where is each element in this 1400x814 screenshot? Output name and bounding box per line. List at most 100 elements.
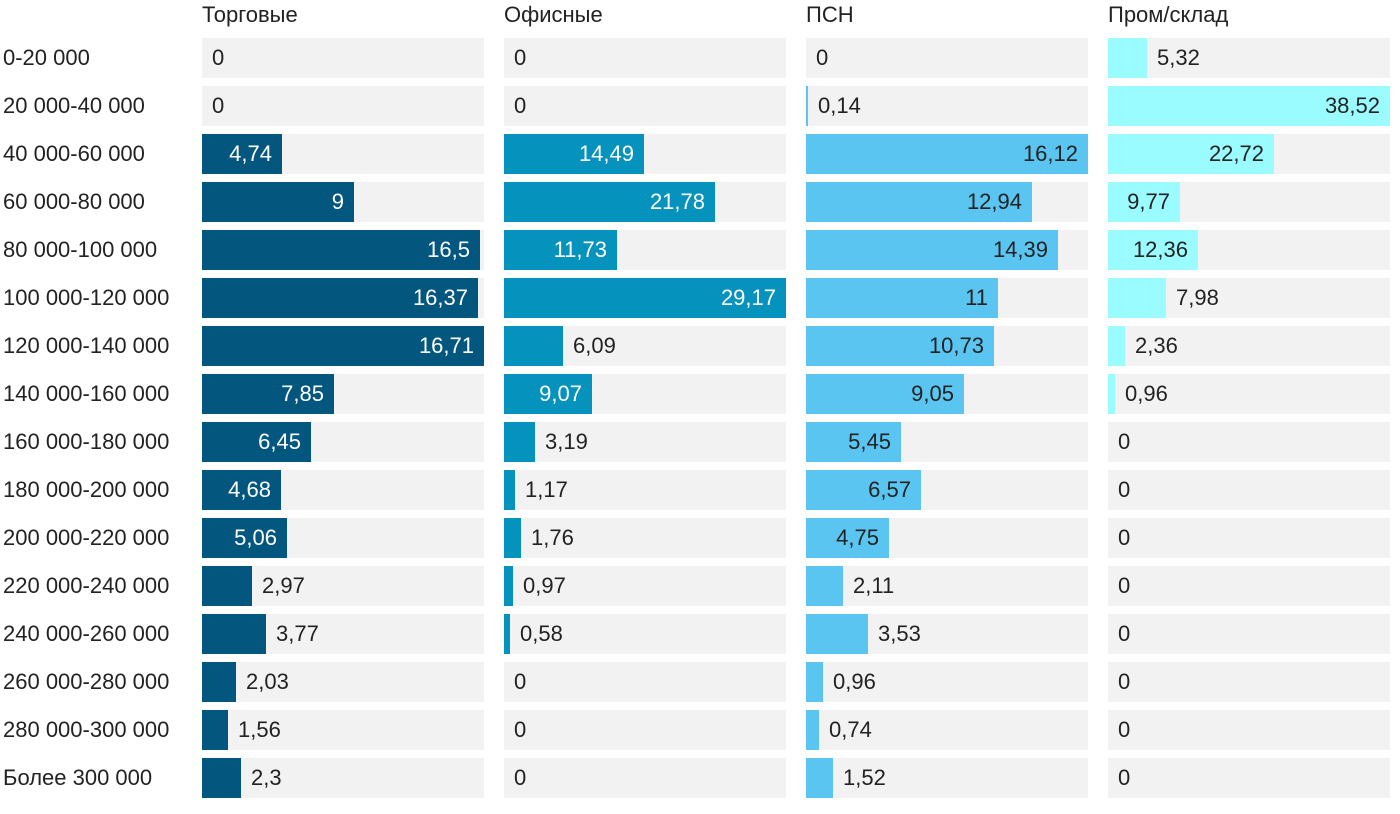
bar-track: 0 — [1108, 470, 1390, 510]
bar-track: 7,98 — [1108, 278, 1390, 318]
category-label: 220 000-240 000 — [3, 573, 170, 598]
bar — [202, 566, 252, 606]
value-label: 0,96 — [1125, 381, 1168, 406]
value-label: 11,73 — [553, 237, 607, 262]
value-label: 0 — [212, 93, 225, 118]
bar-track: 7,85 — [202, 374, 484, 414]
category-label: 280 000-300 000 — [3, 717, 170, 742]
bar — [806, 470, 921, 510]
value-label: 6,09 — [573, 333, 616, 358]
value-label: 38,52 — [1324, 93, 1380, 118]
category-label: 260 000-280 000 — [3, 669, 170, 694]
value-label: 12,36 — [1132, 237, 1188, 262]
value-label: 3,53 — [878, 621, 921, 646]
bar-track: 1,17 — [504, 470, 786, 510]
bar-track: 1,76 — [504, 518, 786, 558]
bar-track: 0 — [504, 86, 786, 126]
bar — [806, 710, 819, 750]
value-label: 0,14 — [818, 93, 861, 118]
bar — [806, 614, 868, 654]
bar — [806, 86, 808, 126]
bar — [1108, 230, 1198, 270]
category-label: 80 000-100 000 — [3, 237, 158, 262]
value-label: 14,39 — [992, 237, 1048, 262]
bar-track: 0 — [1108, 614, 1390, 654]
series-title: ПСН — [806, 2, 854, 27]
value-label: 0 — [514, 93, 527, 118]
bar-track: 10,73 — [806, 326, 1088, 366]
bar-track: 22,72 — [1108, 134, 1390, 174]
value-label: 11 — [965, 285, 988, 310]
bar — [504, 278, 786, 318]
value-label: 0 — [212, 45, 225, 70]
bar-track: 0,74 — [806, 710, 1088, 750]
category-label: 200 000-220 000 — [3, 525, 170, 550]
bar — [504, 326, 563, 366]
bar-track: 5,45 — [806, 422, 1088, 462]
bar-track: 14,39 — [806, 230, 1088, 270]
bar — [504, 470, 515, 510]
value-label: 6,45 — [258, 429, 301, 454]
value-label: 0 — [1118, 477, 1131, 502]
bar-track: 0 — [504, 710, 786, 750]
value-label: 1,52 — [843, 765, 886, 790]
bar-track: 5,32 — [1108, 38, 1390, 78]
value-label: 2,3 — [251, 765, 282, 790]
category-label: 40 000-60 000 — [3, 141, 145, 166]
bar-track: 0,14 — [806, 86, 1088, 126]
bar-track: 9,05 — [806, 374, 1088, 414]
bar-track: 16,5 — [202, 230, 484, 270]
bar-track: 29,17 — [504, 278, 786, 318]
bar — [202, 470, 281, 510]
value-label: 0 — [514, 669, 527, 694]
value-label: 0 — [1118, 621, 1131, 646]
value-label: 0 — [1118, 765, 1131, 790]
category-label: 100 000-120 000 — [3, 285, 170, 310]
bar-track: 4,74 — [202, 134, 484, 174]
bar-track: 0 — [1108, 566, 1390, 606]
value-label: 12,94 — [966, 189, 1022, 214]
bar-track: 16,12 — [806, 134, 1088, 174]
value-label: 14,49 — [578, 141, 634, 166]
bar-track: 0,97 — [504, 566, 786, 606]
category-label: 240 000-260 000 — [3, 621, 170, 646]
value-label: 0 — [1118, 573, 1131, 598]
bar — [202, 614, 266, 654]
bar-track: 0 — [504, 38, 786, 78]
category-label: 20 000-40 000 — [3, 93, 145, 118]
bar-track: 6,45 — [202, 422, 484, 462]
bar — [806, 566, 843, 606]
bar-track: 16,71 — [202, 326, 484, 366]
value-label: 1,76 — [531, 525, 574, 550]
value-label: 22,72 — [1208, 141, 1264, 166]
bar — [1108, 86, 1390, 126]
value-label: 0,96 — [833, 669, 876, 694]
bar-track: 12,94 — [806, 182, 1088, 222]
bar-track: 0,58 — [504, 614, 786, 654]
bar-track: 38,52 — [1108, 86, 1390, 126]
category-label: 160 000-180 000 — [3, 429, 170, 454]
value-label: 16,71 — [418, 333, 474, 358]
value-label: 0 — [514, 765, 527, 790]
value-label: 16,37 — [412, 285, 468, 310]
bar — [806, 422, 901, 462]
value-label: 9,05 — [911, 381, 954, 406]
value-label: 2,03 — [246, 669, 289, 694]
bar-track: 0 — [1108, 518, 1390, 558]
bar — [202, 374, 334, 414]
value-label: 7,98 — [1176, 285, 1219, 310]
bar-track: 11,73 — [504, 230, 786, 270]
bar-track: 16,37 — [202, 278, 484, 318]
bar — [504, 566, 513, 606]
value-label: 10,73 — [928, 333, 984, 358]
value-label: 4,74 — [229, 141, 272, 166]
bar-track: 21,78 — [504, 182, 786, 222]
bar-track: 0 — [1108, 710, 1390, 750]
category-label: 0-20 000 — [3, 45, 90, 70]
value-label: 3,77 — [276, 621, 319, 646]
bar-track: 2,11 — [806, 566, 1088, 606]
bar-track: 0 — [806, 38, 1088, 78]
bar-track: 9,07 — [504, 374, 786, 414]
bar — [1108, 38, 1147, 78]
value-label: 0 — [1118, 429, 1131, 454]
